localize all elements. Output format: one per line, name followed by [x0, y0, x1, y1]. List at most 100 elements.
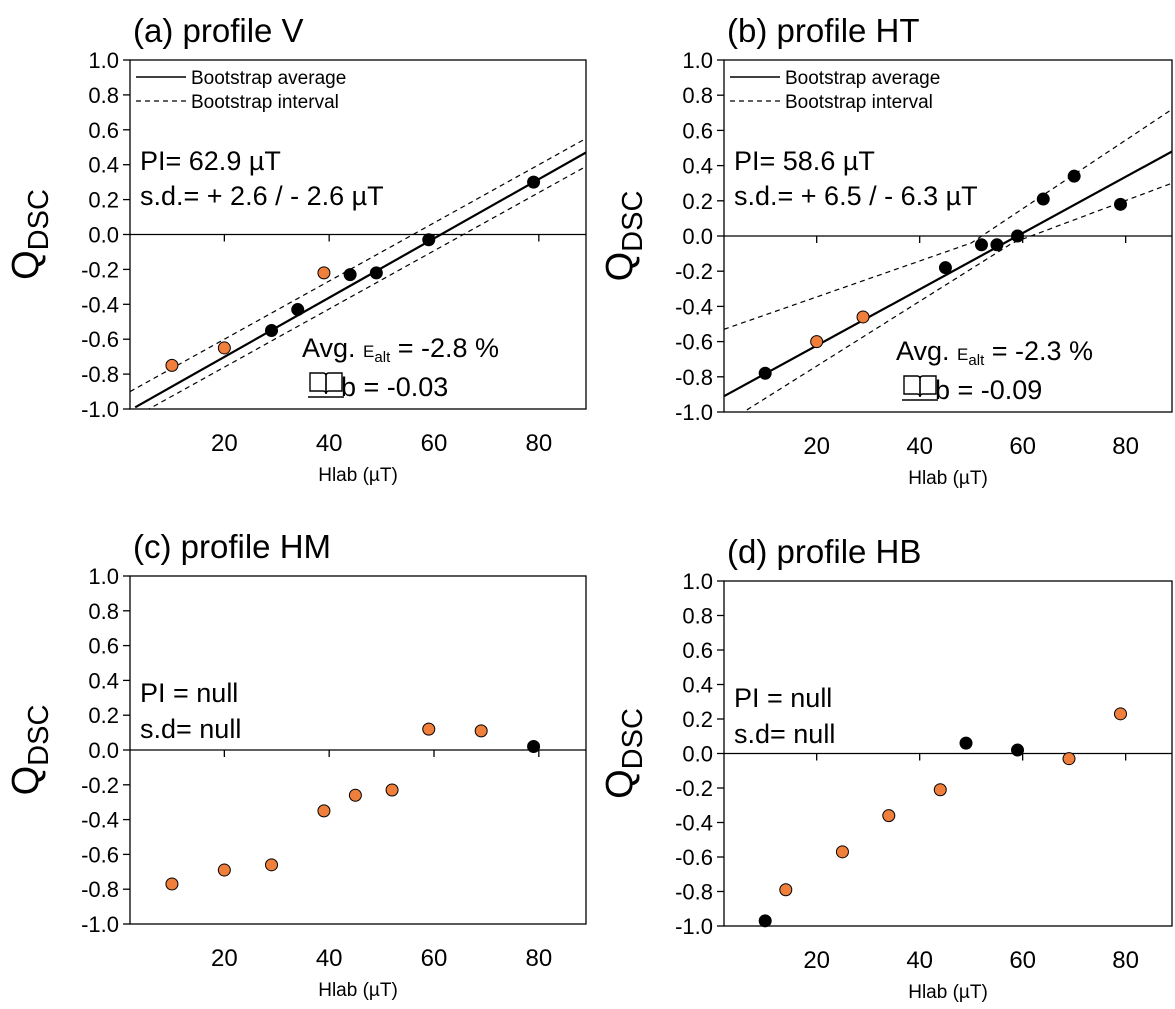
y-tick-label: 0.2	[682, 707, 713, 732]
data-point	[835, 845, 849, 859]
y-tick-label: -0.6	[81, 327, 119, 352]
x-tick-label: 40	[316, 945, 343, 972]
y-axis-label-subscript: DSC	[23, 705, 55, 766]
data-point	[938, 261, 952, 275]
y-tick-label: 0.4	[682, 154, 713, 179]
stats-text: s.d= null	[140, 714, 241, 744]
y-tick-label: 0.8	[682, 83, 713, 108]
avg-epsilon-alt-text: Avg. Ealt = -2.8 %	[302, 333, 499, 366]
legend-entry-interval: Bootstrap interval	[191, 92, 339, 113]
panel-b: (b) profile HT 1.0 0.8 0.6 0.4 0.2 0.0 -0.2 -0.4…	[599, 12, 1173, 489]
data-point	[348, 788, 362, 802]
x-axis-label: Hlab (µT)	[908, 982, 988, 1003]
stats-text: PI= 58.6 µT	[734, 146, 875, 176]
x-tick-label: 20	[803, 433, 830, 460]
panel-title: (a) profile V	[133, 12, 304, 49]
y-tick-label: 1.0	[682, 48, 713, 73]
y-tick-label: -0.2	[81, 773, 119, 798]
y-tick-label: 0.6	[88, 634, 119, 659]
y-tick-label: -0.4	[675, 811, 713, 836]
data-point	[882, 809, 896, 823]
y-tick-label: -1.0	[675, 914, 713, 939]
x-tick-label: 80	[525, 945, 552, 972]
stats-text: PI= 62.9 µT	[140, 146, 281, 176]
data-point	[1114, 197, 1128, 211]
y-axis-label: QDSC	[599, 708, 649, 799]
bootstrap-interval-line	[130, 137, 586, 393]
x-axis-label: Hlab (µT)	[318, 980, 398, 1001]
stats-text: PI = null	[140, 678, 238, 708]
data-point	[856, 310, 870, 324]
y-tick-label: -0.2	[675, 259, 713, 284]
book-icon	[308, 372, 344, 398]
x-tick-label: 60	[421, 945, 448, 972]
data-point	[317, 266, 331, 280]
x-tick-label: 20	[211, 945, 238, 972]
data-point	[1062, 752, 1076, 766]
x-tick-label: 80	[525, 430, 552, 457]
legend-entry-average: Bootstrap average	[191, 68, 346, 89]
y-axis-label-subscript: DSC	[617, 191, 649, 252]
x-axis-label: Hlab (µT)	[318, 465, 398, 486]
y-axis-label-main: Q	[599, 769, 641, 799]
data-point	[217, 863, 231, 877]
y-tick-label: 1.0	[88, 564, 119, 589]
data-point	[1036, 192, 1050, 206]
y-tick-label: 1.0	[88, 48, 119, 73]
x-tick-label: 40	[906, 947, 933, 974]
data-point	[265, 858, 279, 872]
y-tick-label: -1.0	[81, 397, 119, 422]
y-tick-label: -0.2	[675, 776, 713, 801]
y-tick-label: -0.6	[675, 845, 713, 870]
y-tick-label: 0.0	[88, 223, 119, 248]
y-tick-label: -0.6	[675, 330, 713, 355]
book-icon	[902, 375, 938, 401]
x-tick-label: 80	[1112, 947, 1139, 974]
y-tick-label: -0.4	[675, 294, 713, 319]
x-tick-label: 60	[1009, 947, 1036, 974]
x-tick-label: 40	[906, 433, 933, 460]
data-point	[933, 783, 947, 797]
data-point	[1011, 743, 1025, 757]
panel-d: (d) profile HB 1.0 0.8 0.6 0.4 0.2 0.0 -0.2 -0.4…	[599, 533, 1173, 1003]
y-tick-label: 0.8	[88, 83, 119, 108]
panel-title: (c) profile HM	[133, 528, 331, 565]
y-tick-label: -1.0	[81, 912, 119, 937]
y-tick-label: 0.0	[682, 742, 713, 767]
panel-title: (b) profile HT	[727, 12, 920, 49]
data-point	[990, 238, 1004, 252]
y-tick-label: 0.6	[682, 638, 713, 663]
stats-text: s.d.= + 6.5 / - 6.3 µT	[734, 181, 978, 211]
legend-entry-average: Bootstrap average	[785, 68, 940, 89]
y-tick-label: 0.6	[88, 118, 119, 143]
data-point	[959, 736, 973, 750]
y-tick-label: 0.4	[682, 673, 713, 698]
y-axis-label-subscript: DSC	[23, 189, 55, 250]
data-point	[317, 804, 331, 818]
data-point	[527, 740, 541, 754]
y-tick-label: -0.4	[81, 808, 119, 833]
y-tick-label: -0.8	[81, 362, 119, 387]
panel-title: (d) profile HB	[727, 533, 921, 570]
y-tick-label: -0.4	[81, 292, 119, 317]
data-point	[422, 233, 436, 247]
y-axis-label: QDSC	[599, 191, 649, 282]
x-tick-label: 20	[803, 947, 830, 974]
y-tick-label: 0.0	[88, 738, 119, 763]
y-tick-label: 0.6	[682, 118, 713, 143]
y-axis-label: QDSC	[5, 705, 55, 796]
x-axis-label: Hlab (µT)	[908, 468, 988, 489]
y-tick-label: 0.2	[682, 189, 713, 214]
bootstrap-average-line	[724, 150, 1172, 398]
data-point	[810, 335, 824, 349]
b-value-text: b = -0.03	[341, 372, 448, 402]
y-tick-label: 0.4	[88, 668, 119, 693]
x-tick-label: 60	[421, 430, 448, 457]
b-value-text: b = -0.09	[935, 375, 1042, 405]
data-point	[1067, 169, 1081, 183]
data-point	[758, 366, 772, 380]
data-point	[527, 175, 541, 189]
y-tick-label: -0.8	[81, 877, 119, 902]
panel-c: (c) profile HM 1.0 0.8 0.6 0.4 0.2 0.0 -0.2 -0.4…	[5, 528, 587, 1001]
x-tick-label: 60	[1009, 433, 1036, 460]
